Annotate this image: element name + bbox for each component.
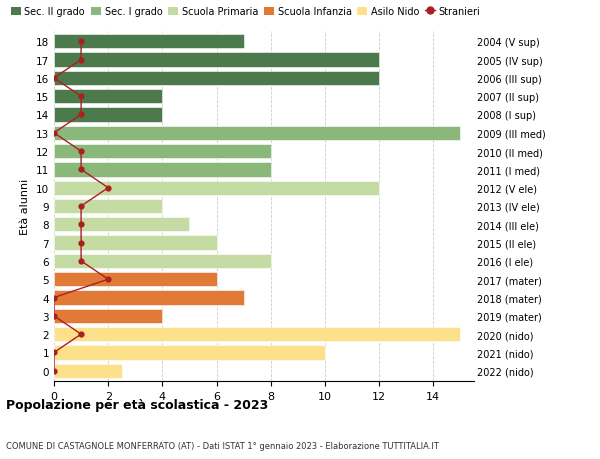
Bar: [54, 35, 244, 49]
Text: Popolazione per età scolastica - 2023: Popolazione per età scolastica - 2023: [6, 398, 268, 411]
Bar: [54, 199, 163, 214]
Bar: [54, 72, 379, 86]
Bar: [54, 309, 163, 323]
Bar: [54, 364, 122, 378]
Bar: [54, 53, 379, 67]
Bar: [54, 218, 190, 232]
Legend: Sec. II grado, Sec. I grado, Scuola Primaria, Scuola Infanzia, Asilo Nido, Stran: Sec. II grado, Sec. I grado, Scuola Prim…: [11, 7, 481, 17]
Bar: [54, 346, 325, 360]
Bar: [54, 145, 271, 159]
Bar: [54, 163, 271, 177]
Bar: [54, 254, 271, 269]
Bar: [54, 327, 460, 341]
Bar: [54, 108, 163, 123]
Text: COMUNE DI CASTAGNOLE MONFERRATO (AT) - Dati ISTAT 1° gennaio 2023 - Elaborazione: COMUNE DI CASTAGNOLE MONFERRATO (AT) - D…: [6, 441, 439, 450]
Y-axis label: Età alunni: Età alunni: [20, 179, 31, 235]
Bar: [54, 126, 460, 140]
Bar: [54, 181, 379, 196]
Bar: [54, 90, 163, 104]
Bar: [54, 236, 217, 250]
Bar: [54, 291, 244, 305]
Bar: [54, 273, 217, 287]
